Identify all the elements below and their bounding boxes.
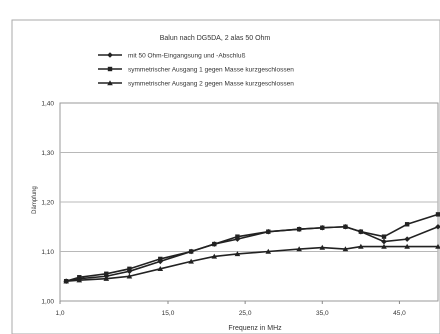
y-tick-label: 1,10 — [41, 249, 54, 256]
data-point — [157, 266, 164, 272]
data-point — [404, 222, 410, 227]
data-point — [435, 212, 440, 217]
data-point — [381, 243, 387, 249]
data-point — [107, 80, 113, 86]
data-point — [126, 268, 133, 275]
x-tick-label: 1,0 — [55, 310, 64, 317]
x-axis-ticks: 1,0 15,0 25,0 35,0 45,0 — [55, 301, 406, 317]
data-point — [103, 275, 110, 281]
legend: mit 50 Ohm-Eingangsung und -Abschluß symm… — [98, 52, 294, 88]
series-line — [65, 213, 439, 282]
gridlines — [60, 152, 438, 252]
x-axis-label: Frequenz in MHz — [228, 325, 282, 332]
x-tick-label: 25,0 — [239, 310, 252, 317]
data-point — [320, 225, 325, 230]
data-point — [77, 275, 82, 280]
legend-label: symmetrischer Ausgang 1 gegen Masse kurz… — [128, 67, 294, 74]
data-point — [435, 243, 440, 249]
data-point — [404, 236, 410, 242]
data-point — [319, 244, 326, 250]
legend-item: mit 50 Ohm-Eingangsung und -Abschluß — [98, 52, 245, 60]
data-point — [104, 271, 109, 276]
legend-item: symmetrischer Ausgang 2 gegen Masse kurz… — [98, 80, 294, 88]
data-point — [234, 251, 241, 257]
data-point — [381, 234, 387, 239]
data-point — [188, 258, 194, 264]
data-point — [76, 277, 83, 283]
data-point — [107, 66, 113, 72]
series-line — [66, 245, 438, 282]
y-tick-label: 1,20 — [41, 200, 54, 207]
x-tick-label: 45,0 — [393, 310, 406, 317]
data-point — [358, 243, 364, 249]
y-tick-label: 1,40 — [41, 101, 54, 108]
series-3 — [63, 243, 440, 284]
data-point — [404, 243, 410, 249]
data-point — [266, 229, 271, 234]
legend-item: symmetrischer Ausgang 1 gegen Masse kurz… — [98, 67, 294, 74]
legend-label: symmetrischer Ausgang 2 gegen Masse kurz… — [128, 81, 294, 88]
x-tick-label: 15,0 — [162, 310, 175, 317]
data-point — [358, 229, 364, 234]
y-axis-ticks: 1,00 1,10 1,20 1,30 1,40 — [41, 101, 54, 306]
data-point — [158, 256, 163, 262]
data-point — [381, 238, 387, 245]
series-2 — [63, 212, 440, 284]
data-point — [126, 273, 133, 279]
data-point — [342, 246, 349, 252]
data-point — [212, 241, 217, 247]
y-axis-label: Dämpfung — [32, 186, 38, 214]
data-point — [235, 234, 240, 239]
x-tick-label: 35,0 — [316, 310, 329, 317]
data-point — [296, 227, 302, 232]
y-tick-label: 1,30 — [41, 150, 54, 157]
chart-title: Balun nach DG5DA, 2 alas 50 Ohm — [160, 35, 271, 42]
data-point — [63, 278, 69, 284]
data-point — [211, 253, 218, 259]
series-line — [66, 225, 439, 282]
data-point — [435, 223, 440, 230]
series-layer — [63, 212, 440, 284]
data-point — [188, 249, 194, 254]
data-point — [127, 266, 132, 272]
data-point — [265, 248, 272, 254]
y-tick-label: 1,00 — [41, 299, 54, 306]
data-point — [107, 52, 113, 58]
legend-label: mit 50 Ohm-Eingangsung und -Abschluß — [128, 53, 245, 60]
data-point — [296, 246, 302, 252]
data-point — [343, 224, 348, 229]
